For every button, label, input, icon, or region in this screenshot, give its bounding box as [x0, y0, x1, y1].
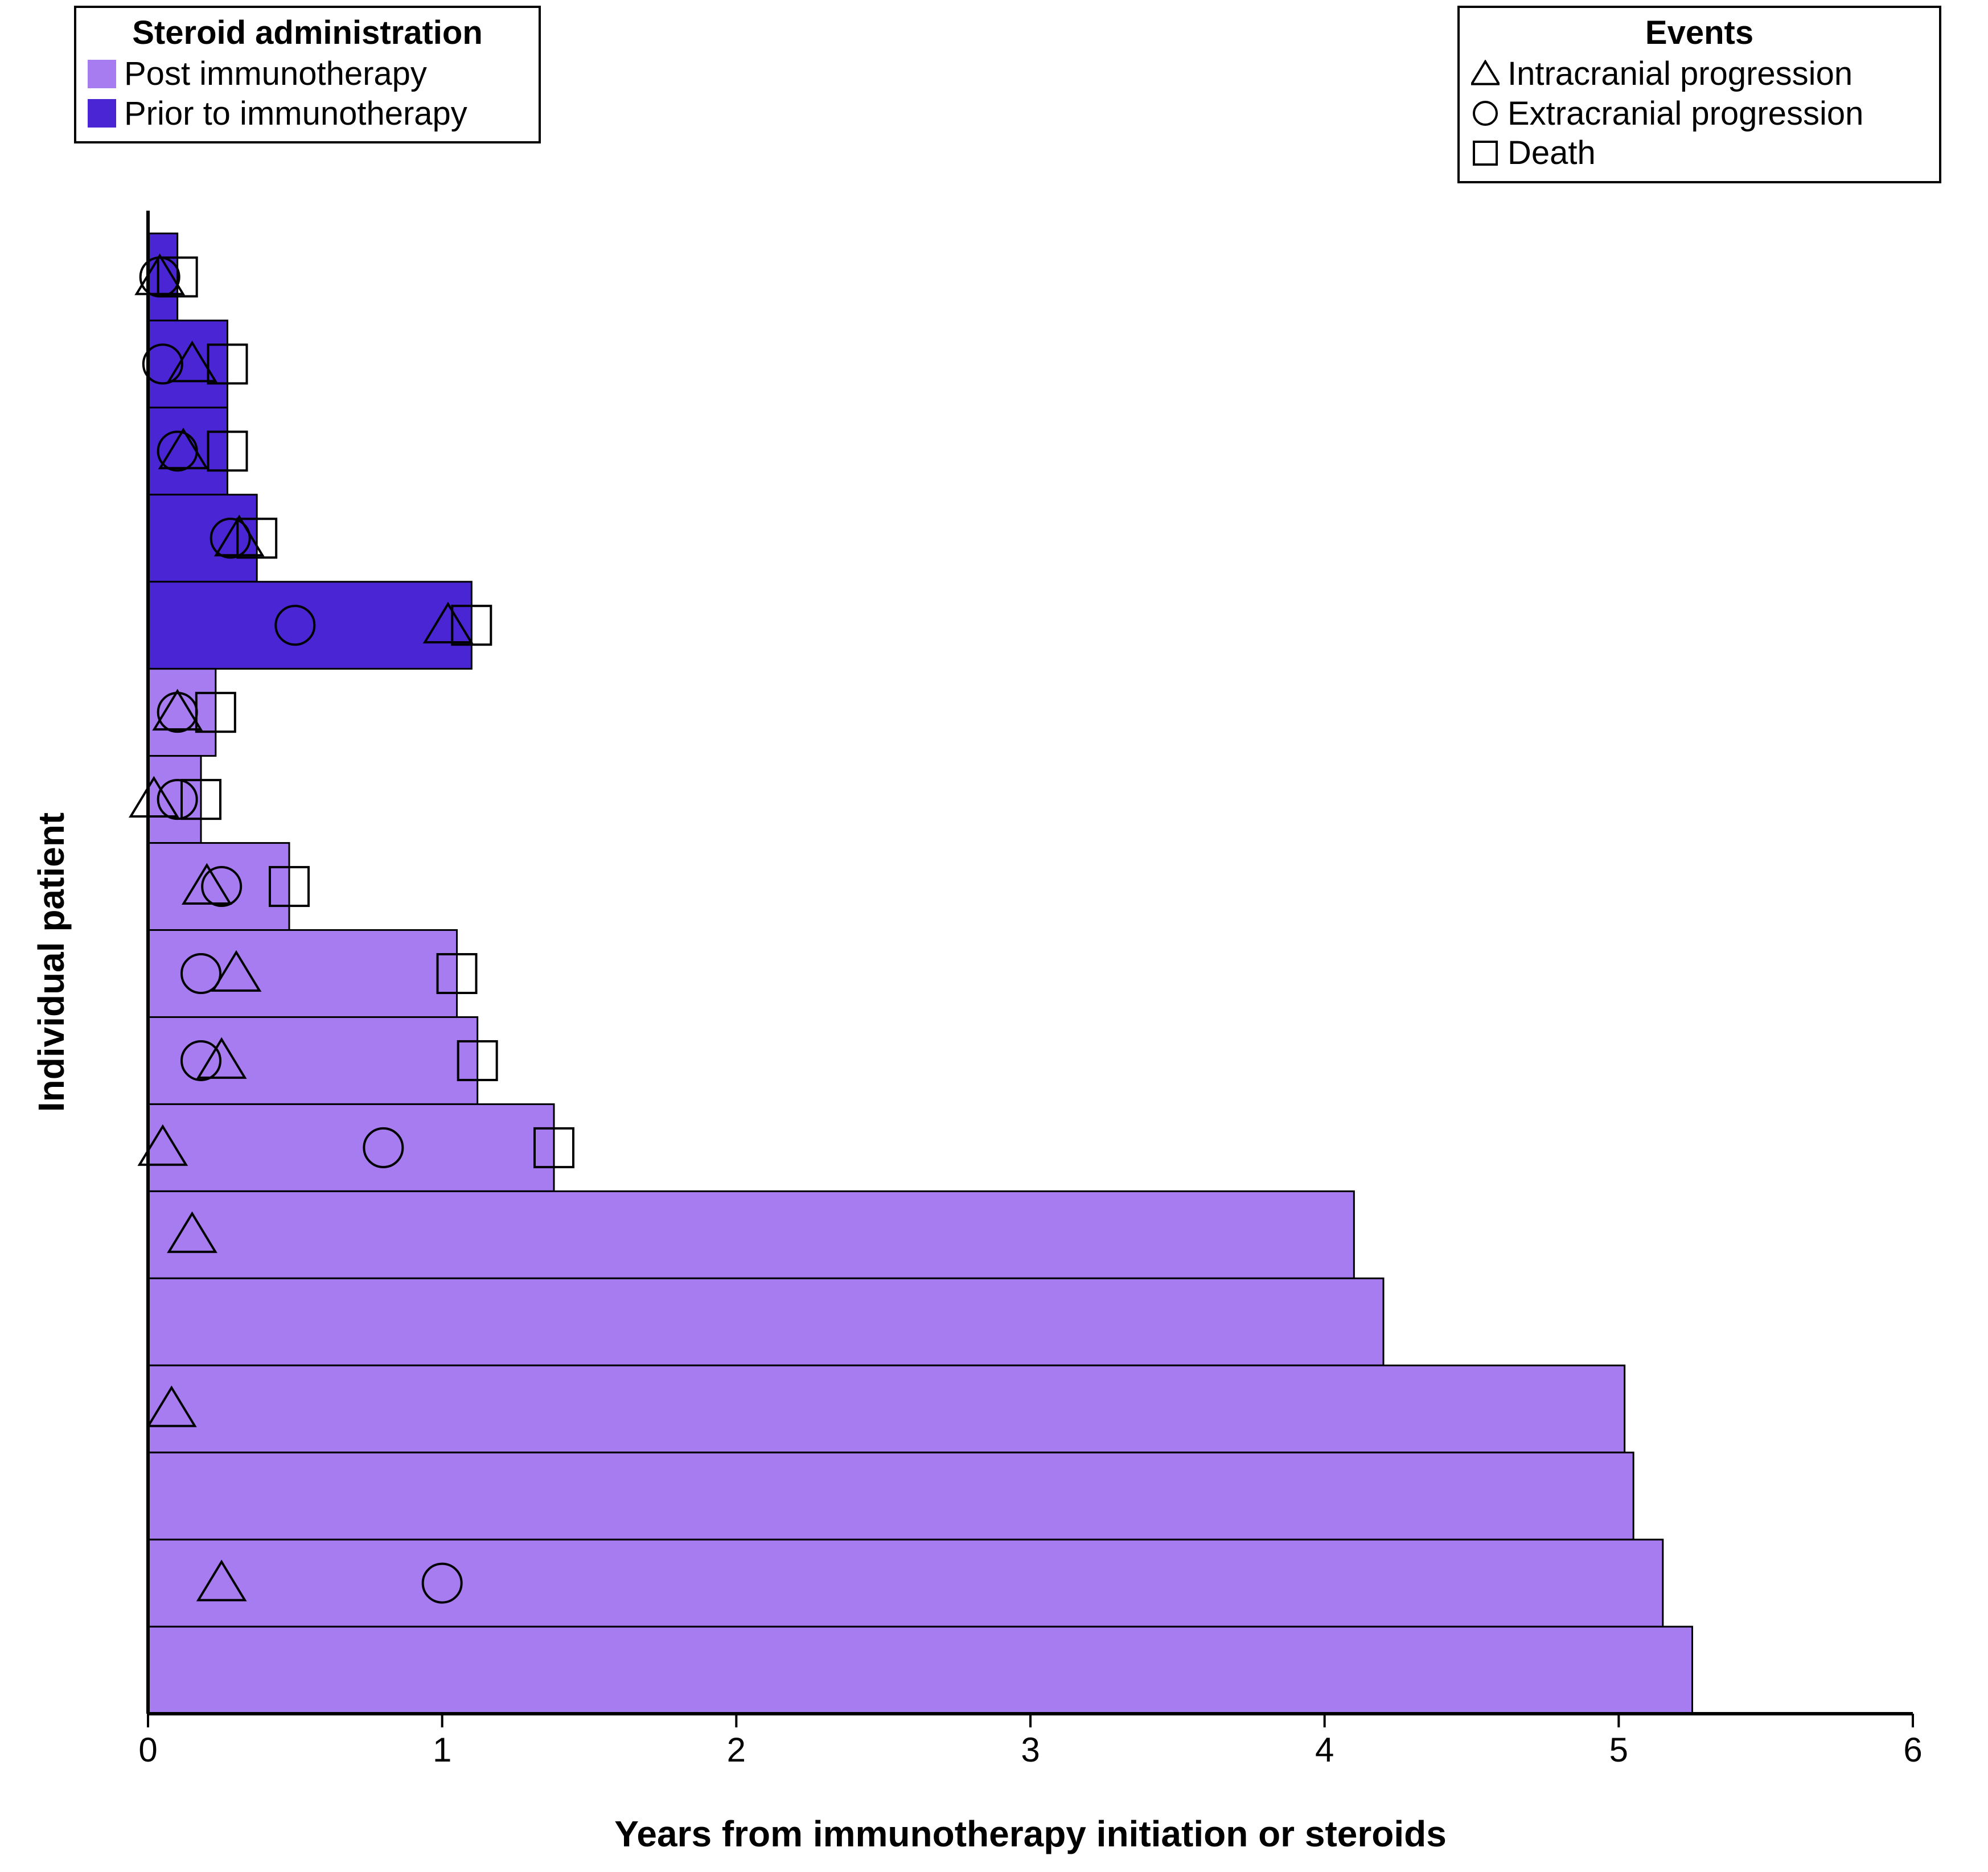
y-axis-label: Individual patient: [30, 812, 72, 1112]
swimmer-chart: 0 1 2 3 4 5 6: [0, 0, 1988, 1872]
x-axis-label: Years from immunotherapy initiation or s…: [614, 1813, 1447, 1855]
patient-bar: [148, 1540, 1663, 1627]
patient-bar: [148, 408, 228, 495]
legend-events-item: Death: [1471, 133, 1928, 173]
patient-bar: [148, 1365, 1625, 1452]
patient-bar: [148, 1191, 1354, 1278]
circle-icon: [1471, 99, 1500, 128]
legend-events-item: Extracranial progression: [1471, 94, 1928, 134]
legend-label: Post immunotherapy: [124, 54, 427, 94]
x-tick-label: 5: [1609, 1731, 1628, 1769]
legend-steroid-item: Post immunotherapy: [88, 54, 527, 94]
x-tick-label: 2: [727, 1731, 746, 1769]
legend-label: Intracranial progression: [1508, 54, 1853, 94]
x-tick-label: 6: [1903, 1731, 1922, 1769]
legend-events: Events Intracranial progressionExtracran…: [1457, 6, 1941, 183]
legend-swatch: [88, 99, 116, 128]
legend-events-item: Intracranial progression: [1471, 54, 1928, 94]
patient-bar: [148, 321, 228, 408]
legend-steroid-title: Steroid administration: [88, 14, 527, 52]
patient-bar: [148, 1017, 478, 1104]
patient-bar: [148, 582, 471, 669]
legend-steroid-item: Prior to immunotherapy: [88, 94, 527, 134]
patient-bar: [148, 1278, 1383, 1365]
legend-label: Death: [1508, 133, 1596, 173]
x-tick-label: 1: [433, 1731, 451, 1769]
patient-bar: [148, 1452, 1633, 1540]
legend-steroid: Steroid administration Post immunotherap…: [74, 6, 541, 143]
patient-bar: [148, 756, 201, 843]
legend-label: Prior to immunotherapy: [124, 94, 467, 134]
legend-events-title: Events: [1471, 14, 1928, 52]
legend-label: Extracranial progression: [1508, 94, 1863, 134]
patient-bar: [148, 1104, 554, 1191]
patient-bar: [148, 930, 457, 1017]
legend-swatch: [88, 60, 116, 88]
x-tick-label: 4: [1315, 1731, 1334, 1769]
patient-bar: [148, 1627, 1693, 1714]
square-icon: [1471, 139, 1500, 167]
patient-bar: [148, 495, 257, 582]
triangle-icon: [1471, 60, 1500, 88]
x-tick-label: 0: [138, 1731, 157, 1769]
x-tick-label: 3: [1021, 1731, 1040, 1769]
